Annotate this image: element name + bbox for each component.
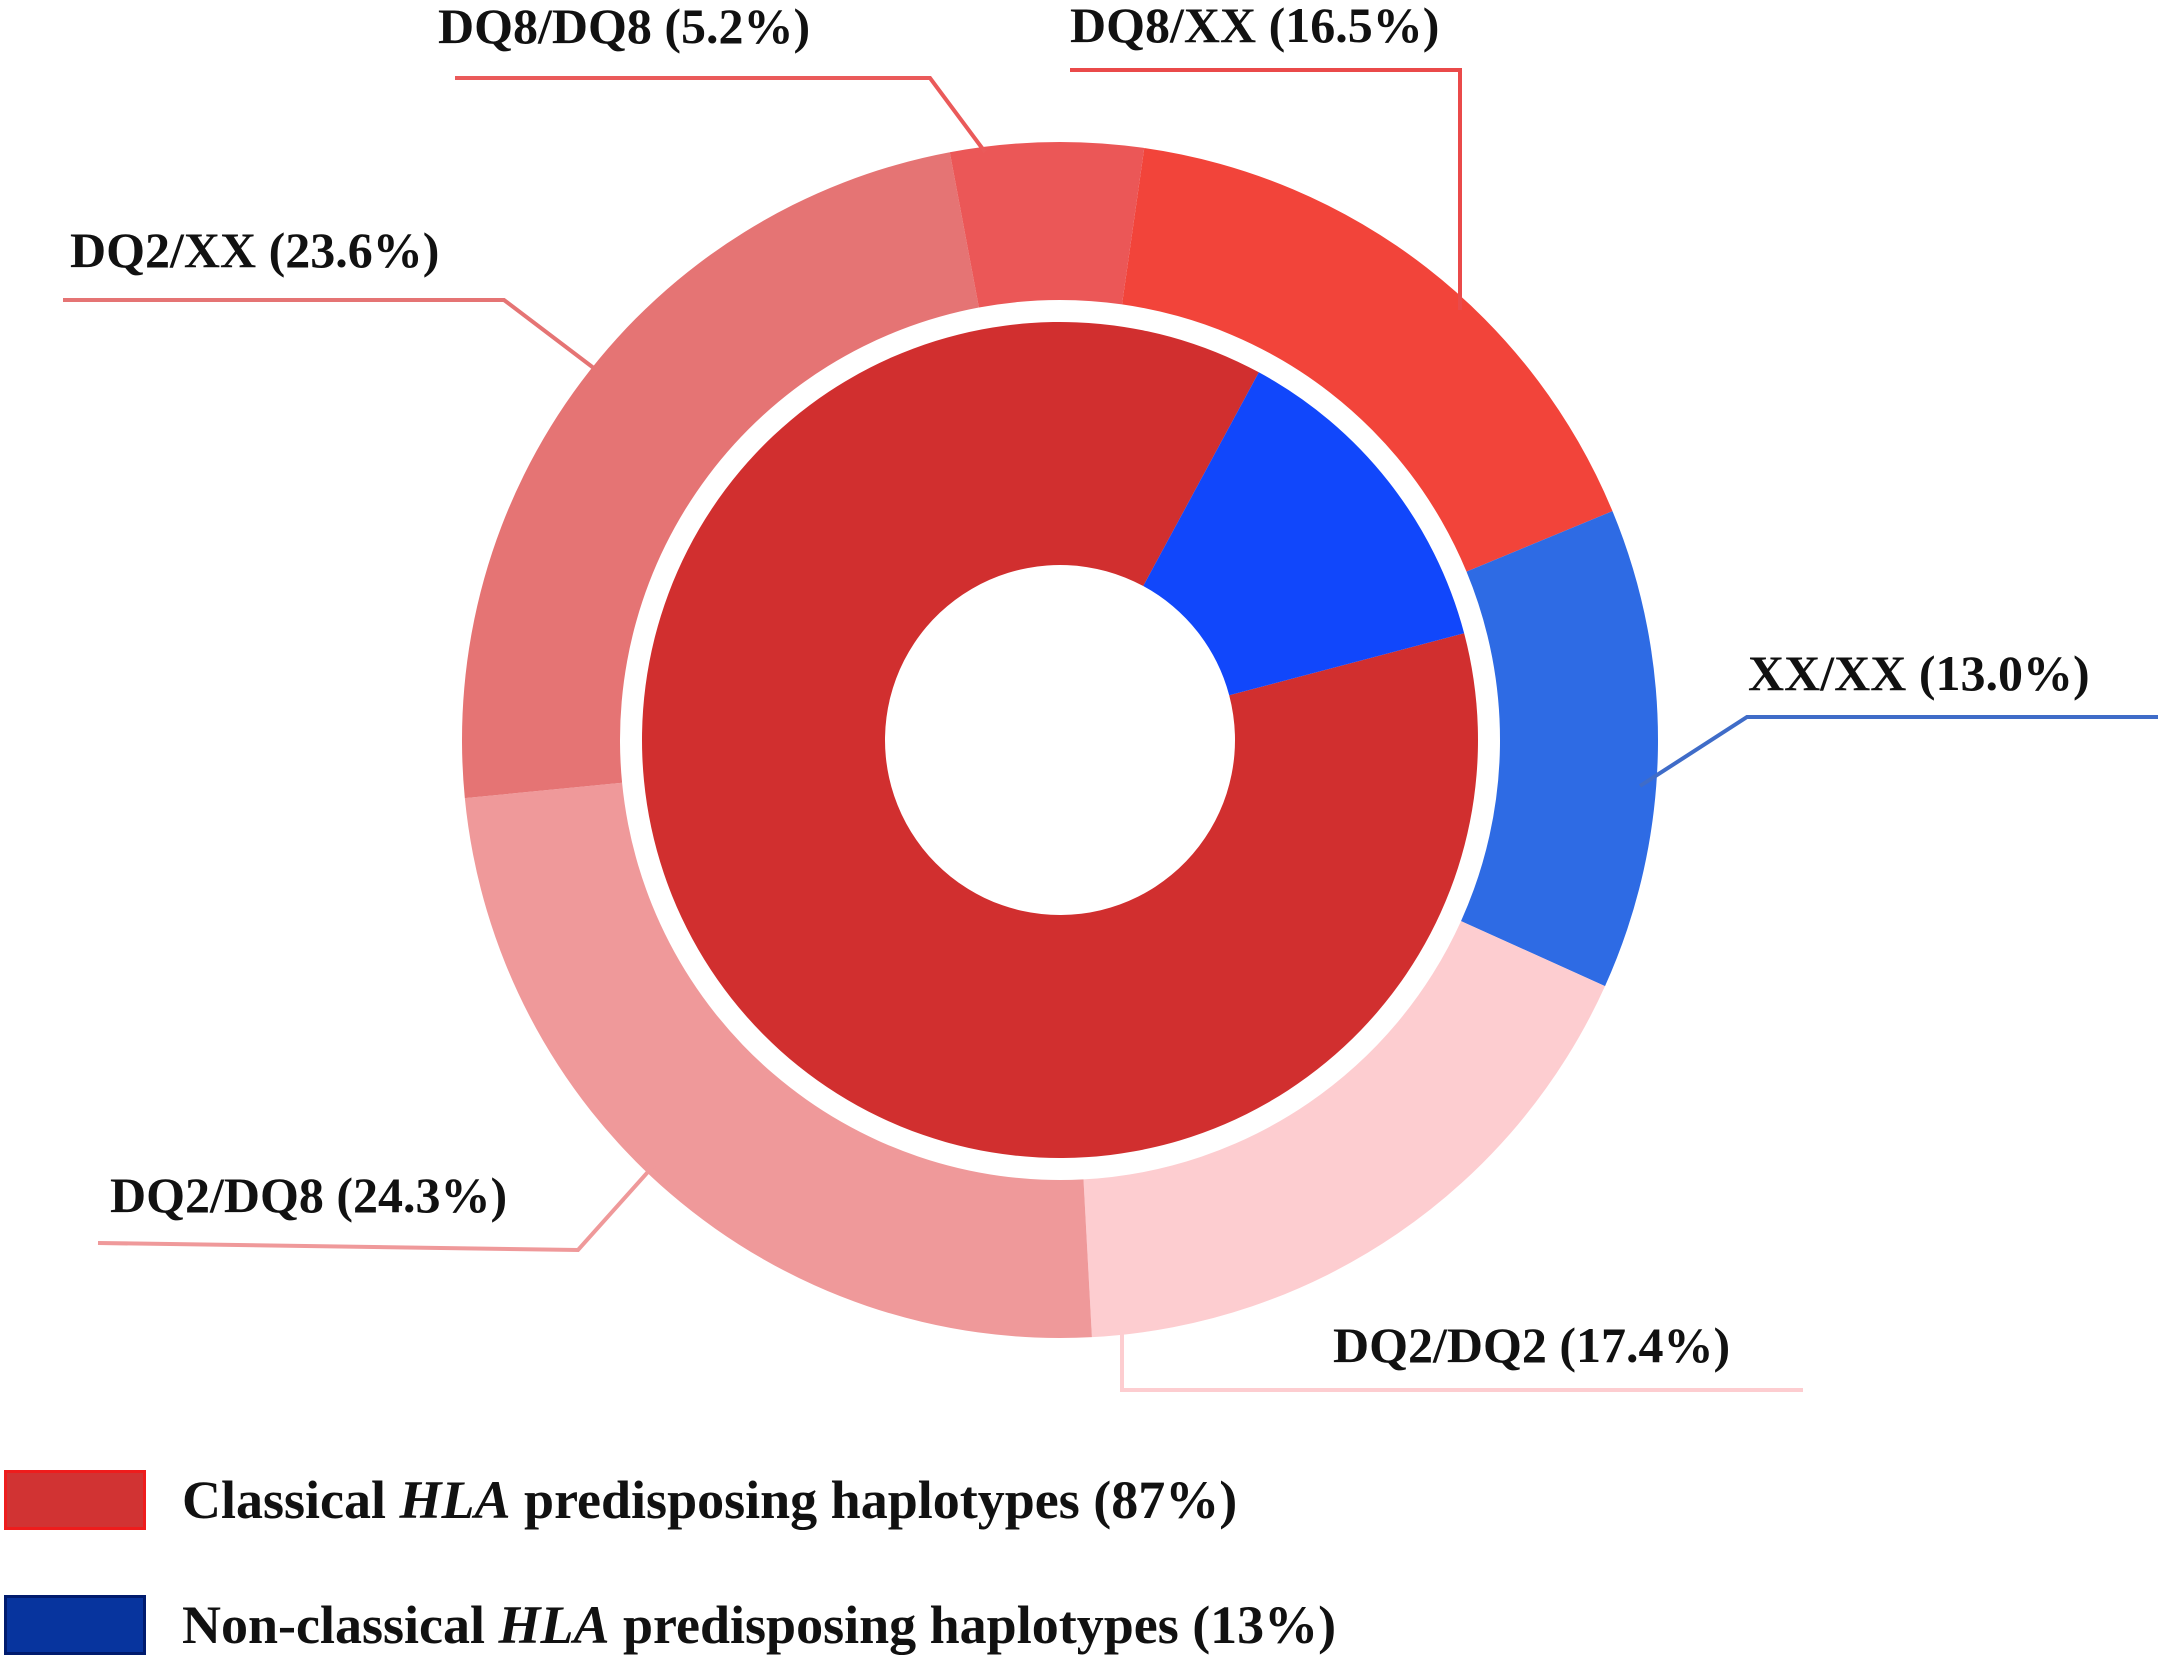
leader-line-dq2-dq8 xyxy=(97,1162,657,1253)
slice-label-dq8-xx: DQ8/XX (16.5%) xyxy=(1070,0,1439,53)
leader-line-dq8-dq8 xyxy=(455,76,987,154)
outer-slice-dq2-xx xyxy=(461,152,979,799)
slice-label-dq2-dq8: DQ2/DQ8 (24.3%) xyxy=(110,1167,507,1223)
outer-slice-dq8-dq8 xyxy=(949,142,1145,308)
outer-slice-dq8-xx xyxy=(1121,147,1613,572)
legend-item-classical: Classical HLA predisposing haplotypes (8… xyxy=(4,1465,1237,1535)
slice-labels: DQ8/XX (16.5%) XX/XX (13.0%) DQ2/DQ2 (17.4… xyxy=(70,0,2090,1373)
leader-line-dq2-dq2 xyxy=(1120,1323,1803,1392)
leader-line-dq8-xx xyxy=(1070,68,1462,310)
leader-lines xyxy=(63,68,2158,1392)
inner-slice-non-classical xyxy=(1143,372,1465,696)
outer-slice-xx-xx xyxy=(1461,511,1659,987)
inner-slice-classical xyxy=(641,321,1478,1158)
leader-line-xx-xx xyxy=(1638,715,2158,788)
legend-item-non-classical: Non-classical HLA predisposing haplotype… xyxy=(4,1590,1336,1660)
leader-line-dq2-xx xyxy=(63,298,597,371)
slice-label-xx-xx: XX/XX (13.0%) xyxy=(1748,645,2090,701)
legend-label-non-classical: Non-classical HLA predisposing haplotype… xyxy=(182,1595,1337,1655)
slice-label-dq8-dq8: DQ8/DQ8 (5.2%) xyxy=(438,0,810,54)
slice-label-dq2-dq2: DQ2/DQ2 (17.4%) xyxy=(1333,1317,1730,1373)
outer-slice-dq2-dq8 xyxy=(464,782,1092,1338)
outer-ring xyxy=(461,142,1659,1338)
slice-label-dq2-xx: DQ2/XX (23.6%) xyxy=(70,222,439,278)
legend-swatch-classical xyxy=(4,1470,146,1530)
legend-swatch-non-classical xyxy=(4,1595,146,1655)
legend-label-classical: Classical HLA predisposing haplotypes (8… xyxy=(182,1470,1238,1530)
outer-slice-dq2-dq2 xyxy=(1083,921,1606,1338)
inner-ring xyxy=(641,321,1478,1158)
